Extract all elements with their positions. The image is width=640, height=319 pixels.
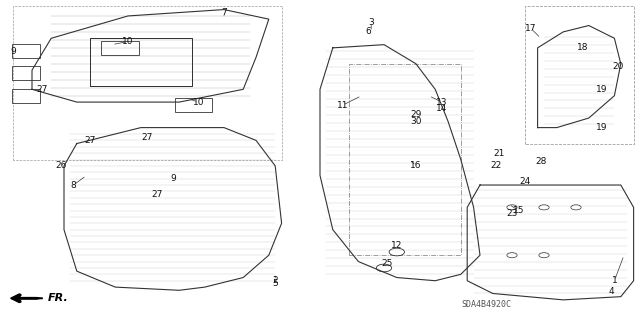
Text: 7: 7 [221,8,227,17]
Text: 29: 29 [410,110,422,119]
Text: 6: 6 [365,27,371,36]
Text: FR.: FR. [48,293,68,303]
Text: 23: 23 [506,209,518,218]
Text: 27: 27 [141,133,153,142]
Text: 13: 13 [436,98,447,107]
Text: 8: 8 [71,181,76,189]
Text: 26: 26 [55,161,67,170]
Text: 30: 30 [410,117,422,126]
Text: 5: 5 [273,279,278,288]
Text: 19: 19 [596,123,607,132]
Text: 17: 17 [525,24,537,33]
Text: 1: 1 [612,276,617,285]
Text: 4: 4 [609,287,614,296]
Text: 9: 9 [170,174,175,183]
Text: 21: 21 [493,149,505,158]
Text: 2: 2 [273,276,278,285]
Text: 14: 14 [436,104,447,113]
Text: 27: 27 [36,85,47,94]
Text: 28: 28 [535,157,547,166]
Text: 22: 22 [490,161,502,170]
Text: 27: 27 [151,190,163,199]
Text: 25: 25 [381,259,393,268]
Text: 27: 27 [84,136,95,145]
Text: 12: 12 [391,241,403,250]
Text: 16: 16 [410,161,422,170]
Text: 10: 10 [193,98,204,107]
Text: 20: 20 [612,63,623,71]
Text: 3: 3 [369,18,374,27]
Text: 24: 24 [519,177,531,186]
Text: 11: 11 [337,101,348,110]
Text: 9: 9 [10,47,15,56]
Text: 18: 18 [577,43,588,52]
Text: 10: 10 [122,37,134,46]
Text: 19: 19 [596,85,607,94]
Text: 15: 15 [513,206,524,215]
Text: SDA4B4920C: SDA4B4920C [461,300,511,309]
